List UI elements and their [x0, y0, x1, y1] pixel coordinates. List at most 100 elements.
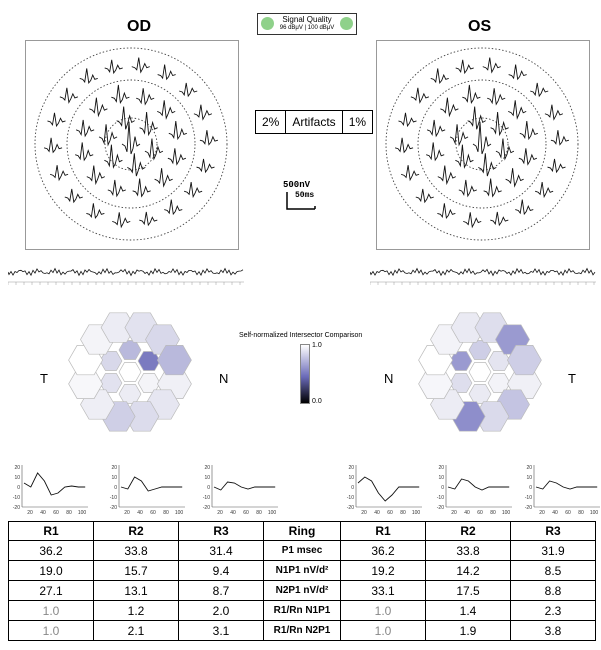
x-tick-label: 20 — [217, 510, 223, 516]
trace-waveform — [75, 142, 94, 162]
y-tick-label: 0 — [441, 485, 444, 491]
trace-waveform — [64, 188, 83, 204]
x-tick-label: 20 — [124, 510, 130, 516]
x-tick-label: 60 — [387, 510, 393, 516]
x-tick-label: 40 — [137, 510, 143, 516]
table-cell: 8.7 — [178, 580, 264, 601]
table-cell: 14.2 — [425, 560, 511, 581]
trace-waveform — [544, 104, 564, 121]
table-cell: 33.8 — [93, 540, 179, 561]
raw-signal-trace — [370, 267, 596, 277]
os-artifacts-value: 1% — [341, 111, 372, 133]
table-cell: 1.4 — [425, 600, 511, 621]
heatmap-colorbar — [300, 344, 310, 404]
x-tick-label: 100 — [412, 510, 421, 516]
results-table: R1 R2 R3 Ring R1 R2 R3 36.2 33.8 31.4 P1… — [8, 521, 596, 641]
trace-waveform — [168, 121, 187, 141]
table-cell: 13.1 — [93, 580, 179, 601]
y-tick-label: 0 — [351, 485, 354, 491]
trace-waveform — [437, 203, 456, 219]
header-od-r1: R1 — [8, 521, 94, 541]
trace-waveform — [79, 68, 98, 85]
heatmap-scale-max: 1.0 — [312, 342, 322, 349]
header-os-r2: R2 — [425, 521, 511, 541]
table-cell: 1.0 — [340, 600, 426, 621]
trace-waveform — [196, 158, 215, 174]
table-cell: 8.8 — [510, 580, 596, 601]
signal-quality-box: Signal Quality 96 dBμV | 100 dBμV — [257, 13, 357, 35]
ring-label: P1 msec — [263, 540, 341, 561]
trace-waveform — [505, 168, 524, 188]
y-tick-label: -20 — [13, 505, 20, 511]
trace-waveform — [467, 106, 486, 130]
x-tick-label: 80 — [66, 510, 72, 516]
trace-waveform — [167, 148, 187, 166]
y-tick-label: 20 — [14, 465, 20, 471]
trace-waveform — [89, 97, 108, 118]
y-tick-label: 10 — [111, 475, 117, 481]
trace-waveform — [47, 112, 66, 128]
y-tick-label: -10 — [437, 495, 444, 501]
signal-quality-title: Signal Quality — [282, 15, 332, 24]
trace-waveform — [508, 64, 527, 81]
raw-signal-trace — [8, 267, 244, 277]
header-os-r3: R3 — [510, 521, 596, 541]
table-cell: 31.9 — [510, 540, 596, 561]
trace-waveform — [127, 153, 146, 177]
y-tick-label: 20 — [204, 465, 210, 471]
x-tick-label: 100 — [590, 510, 599, 516]
trace-waveform — [426, 142, 445, 162]
trace-waveform — [49, 165, 69, 182]
table-cell: 36.2 — [340, 540, 426, 561]
trace-waveform — [112, 212, 131, 229]
trace-waveform — [116, 106, 135, 130]
trace-waveform — [449, 124, 469, 147]
trace-waveform — [111, 84, 130, 104]
od-heatmap — [68, 312, 192, 432]
od-heatmap-right-label: N — [219, 371, 229, 386]
x-tick-label: 20 — [451, 510, 457, 516]
trace-waveform — [490, 112, 509, 137]
x-tick-label: 40 — [374, 510, 380, 516]
trace-waveform — [437, 165, 456, 186]
os-trace-array-panel — [376, 40, 590, 250]
ring-average-trace — [357, 476, 420, 502]
table-cell: 3.8 — [510, 620, 596, 641]
x-tick-label: 60 — [565, 510, 571, 516]
trace-waveform — [86, 165, 105, 186]
header-os-r1: R1 — [340, 521, 426, 541]
ring-average-trace — [447, 478, 510, 491]
heatmap-sector — [468, 362, 492, 382]
x-tick-label: 60 — [150, 510, 156, 516]
table-cell: 19.0 — [8, 560, 94, 581]
header-od-r3: R3 — [178, 521, 264, 541]
table-cell: 33.1 — [340, 580, 426, 601]
ring-label: N1P1 nV/d² — [263, 560, 341, 581]
heatmap-title: Self-normalized Intersector Comparison — [239, 332, 363, 339]
y-tick-label: -20 — [203, 505, 210, 511]
trace-waveform — [199, 130, 219, 146]
y-tick-label: 0 — [529, 485, 532, 491]
y-tick-label: 0 — [207, 485, 210, 491]
table-cell: 27.1 — [8, 580, 94, 601]
y-tick-label: -20 — [347, 505, 354, 511]
y-tick-label: -20 — [110, 505, 117, 511]
os-heatmap-right-label: T — [568, 371, 576, 386]
y-tick-label: -20 — [437, 505, 444, 511]
trace-waveform — [455, 59, 474, 75]
trace-waveform — [86, 203, 105, 219]
trace-waveform — [515, 199, 534, 216]
table-cell: 2.1 — [93, 620, 179, 641]
od-trace-array — [34, 47, 228, 241]
trace-waveform — [458, 179, 477, 198]
trace-waveform — [410, 87, 430, 104]
trace-waveform — [478, 153, 497, 177]
y-tick-label: 10 — [526, 475, 532, 481]
trace-waveform — [430, 68, 449, 85]
ring-label: R1/Rn N1P1 — [263, 600, 341, 621]
ring-average-trace — [535, 480, 598, 490]
y-tick-label: 20 — [526, 465, 532, 471]
heatmap-sector — [118, 362, 142, 382]
x-tick-label: 80 — [490, 510, 496, 516]
